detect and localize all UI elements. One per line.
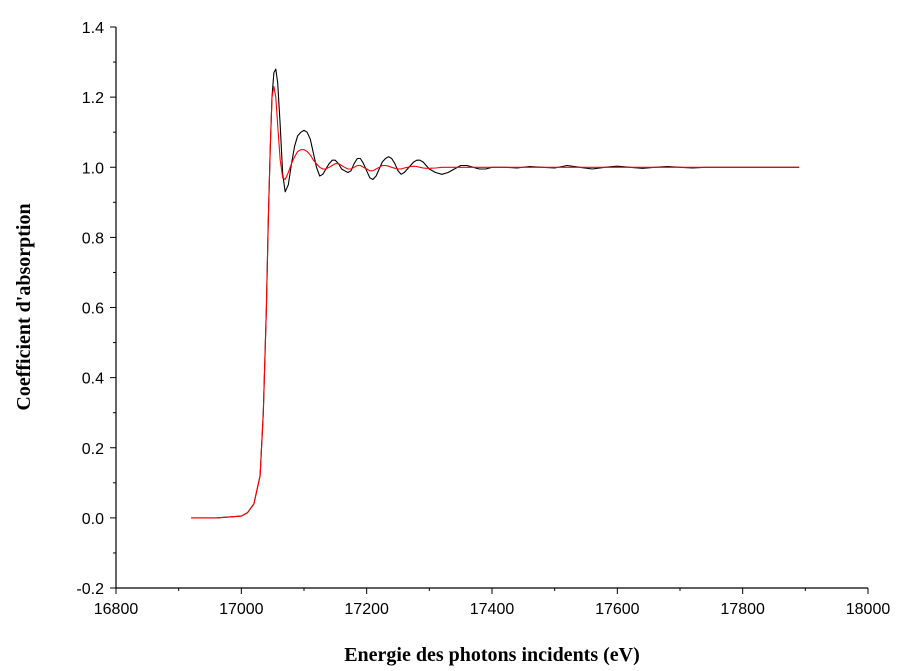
axes — [115, 27, 868, 589]
y-tick-label: 0.0 — [82, 511, 104, 528]
y-tick-label: 0.4 — [82, 371, 104, 388]
x-tick-label: 17200 — [344, 601, 389, 618]
x-tick-label: 16800 — [94, 601, 139, 618]
y-axis-ticks: -0.2 0.0 0.2 0.4 0.6 0.8 1.0 1.2 1.4 — [76, 20, 116, 598]
x-axis-ticks: 16800 17000 17200 17400 17600 17800 18000 — [94, 588, 891, 618]
x-tick-label: 17400 — [470, 601, 515, 618]
y-tick-label: 0.2 — [82, 441, 104, 458]
x-tick-label: 17600 — [595, 601, 640, 618]
y-tick-label: 1.2 — [82, 90, 104, 107]
y-tick-label: -0.2 — [76, 581, 104, 598]
y-tick-label: 1.0 — [82, 160, 104, 177]
x-tick-label: 17000 — [219, 601, 264, 618]
y-tick-label: 0.6 — [82, 301, 104, 318]
y-tick-label: 0.8 — [82, 230, 104, 247]
x-axis-title: Energie des photons incidents (eV) — [344, 644, 640, 666]
x-tick-label: 18000 — [846, 601, 891, 618]
series-line-1 — [191, 68, 800, 519]
plot-area — [191, 68, 800, 519]
x-tick-label: 17800 — [720, 601, 765, 618]
series-line-2 — [191, 86, 800, 519]
y-tick-label: 1.4 — [82, 20, 104, 37]
y-axis-title: Coefficient d'absorption — [13, 203, 35, 410]
